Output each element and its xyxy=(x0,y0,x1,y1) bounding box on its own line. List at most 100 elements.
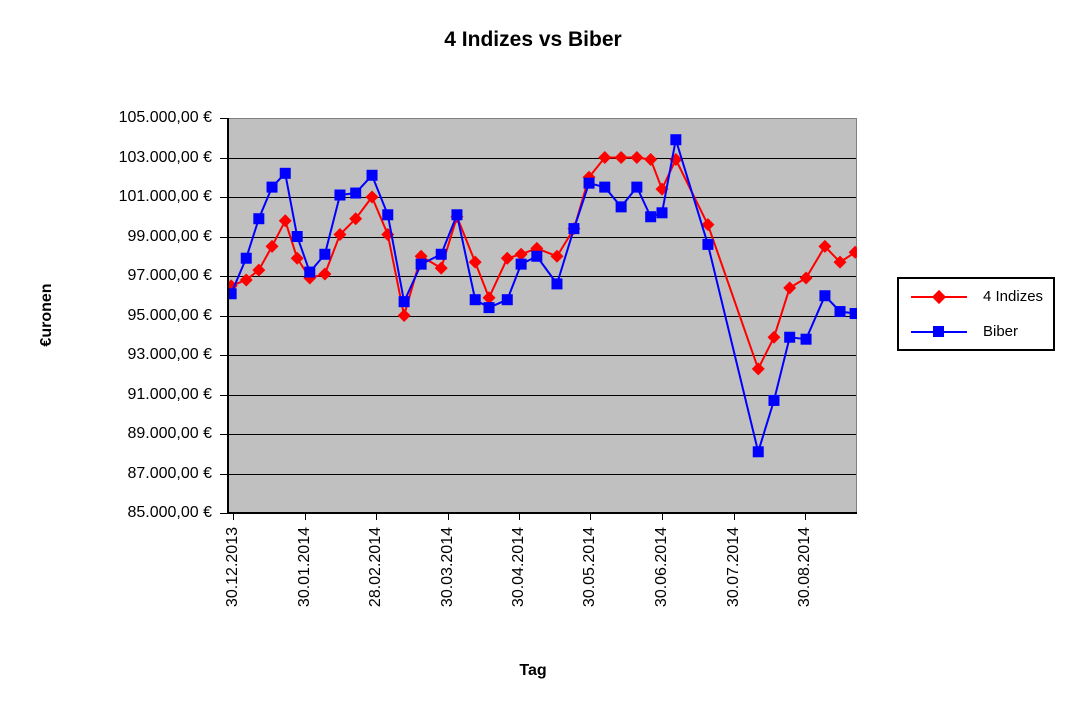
data-point-diamond xyxy=(550,249,564,263)
data-point-diamond xyxy=(644,152,658,166)
data-point-square xyxy=(415,258,427,270)
x-tick-label: 30.07.2014 xyxy=(725,527,742,608)
data-point-diamond xyxy=(799,271,813,285)
series-line-biber xyxy=(230,139,856,456)
y-tick-label: 89.000,00 € xyxy=(127,425,212,442)
data-point-diamond xyxy=(848,245,857,259)
y-tick-mark xyxy=(220,276,227,277)
y-tick-mark xyxy=(220,237,227,238)
data-point-square xyxy=(266,181,278,193)
data-point-square xyxy=(599,181,611,193)
y-tick-label: 93.000,00 € xyxy=(127,346,212,363)
data-point-square xyxy=(834,306,846,318)
x-tick-label: 30.01.2014 xyxy=(296,527,313,608)
y-tick-mark xyxy=(220,158,227,159)
data-point-square xyxy=(551,278,563,290)
data-point-square xyxy=(645,211,657,223)
chart-title: 4 Indizes vs Biber xyxy=(444,28,622,51)
data-point-square xyxy=(291,231,303,242)
y-tick-label: 87.000,00 € xyxy=(127,465,212,482)
data-point-square xyxy=(451,209,463,221)
x-tick-label: 30.05.2014 xyxy=(581,527,598,608)
data-point-square xyxy=(656,207,668,219)
y-tick-mark xyxy=(220,434,227,435)
y-axis-title: €uronen xyxy=(38,283,55,347)
y-tick-mark xyxy=(220,395,227,396)
x-tick-mark xyxy=(305,513,306,520)
legend-label: Biber xyxy=(983,323,1019,340)
data-point-diamond xyxy=(434,261,448,275)
y-tick-label: 85.000,00 € xyxy=(127,504,212,521)
data-point-square xyxy=(469,294,481,306)
data-point-square xyxy=(228,288,237,300)
data-point-diamond xyxy=(783,281,797,295)
x-tick-mark xyxy=(734,513,735,520)
data-point-square xyxy=(819,290,831,302)
data-point-diamond xyxy=(333,228,347,242)
data-point-diamond xyxy=(349,212,363,226)
data-point-square xyxy=(304,266,316,278)
data-point-square xyxy=(784,331,796,343)
data-point-diamond xyxy=(598,151,612,164)
x-axis-title: Tag xyxy=(519,662,547,679)
data-point-diamond xyxy=(278,214,292,228)
y-tick-label: 97.000,00 € xyxy=(127,267,212,284)
data-point-square xyxy=(670,134,682,146)
data-point-square xyxy=(515,258,527,270)
data-point-diamond xyxy=(767,330,781,344)
data-point-diamond xyxy=(614,151,628,164)
legend-label: 4 Indizes xyxy=(983,288,1044,305)
data-point-square xyxy=(382,209,394,221)
y-tick-mark xyxy=(220,197,227,198)
data-point-diamond xyxy=(514,247,528,261)
data-point-square xyxy=(631,181,643,193)
data-point-square xyxy=(398,296,410,308)
y-tick-label: 91.000,00 € xyxy=(127,386,212,403)
x-tick-label: 30.12.2013 xyxy=(224,527,241,608)
y-tick-label: 99.000,00 € xyxy=(127,228,212,245)
y-tick-label: 101.000,00 € xyxy=(118,188,212,205)
legend: 4 Indizes Biber xyxy=(897,277,1055,351)
data-point-diamond xyxy=(239,273,253,287)
x-tick-label: 30.03.2014 xyxy=(439,527,456,608)
data-point-diamond xyxy=(701,218,715,232)
legend-square-icon xyxy=(933,326,944,337)
series-plot xyxy=(228,118,857,513)
plot-area xyxy=(228,118,857,513)
y-tick-mark xyxy=(220,513,227,514)
y-tick-mark xyxy=(220,316,227,317)
data-point-square xyxy=(583,177,595,189)
data-point-diamond xyxy=(630,151,644,164)
data-point-square xyxy=(800,333,812,345)
data-point-diamond xyxy=(318,267,332,281)
y-tick-label: 105.000,00 € xyxy=(118,109,212,126)
data-point-diamond xyxy=(751,362,765,376)
data-point-square xyxy=(768,394,780,406)
data-point-square xyxy=(702,238,714,250)
x-tick-label: 28.02.2014 xyxy=(367,527,384,608)
data-point-square xyxy=(615,201,627,213)
data-point-diamond xyxy=(290,251,304,265)
data-point-square xyxy=(350,187,362,199)
data-point-square xyxy=(279,167,291,179)
data-point-square xyxy=(501,294,513,306)
y-tick-mark xyxy=(220,118,227,119)
y-tick-mark xyxy=(220,474,227,475)
data-point-square xyxy=(366,169,378,181)
data-point-diamond xyxy=(365,190,379,204)
data-point-diamond xyxy=(500,251,514,265)
x-tick-mark xyxy=(376,513,377,520)
x-tick-mark xyxy=(519,513,520,520)
y-tick-mark xyxy=(220,355,227,356)
y-axis-line xyxy=(227,118,229,514)
legend-entry-biber: Biber xyxy=(899,314,1053,349)
x-tick-label: 30.08.2014 xyxy=(796,527,813,608)
data-point-square xyxy=(568,223,580,235)
data-point-diamond xyxy=(655,182,669,196)
x-axis-line xyxy=(227,512,857,514)
x-tick-mark xyxy=(805,513,806,520)
y-tick-label: 95.000,00 € xyxy=(127,307,212,324)
data-point-diamond xyxy=(252,263,266,277)
data-point-diamond xyxy=(397,309,411,322)
data-point-square xyxy=(334,189,346,201)
